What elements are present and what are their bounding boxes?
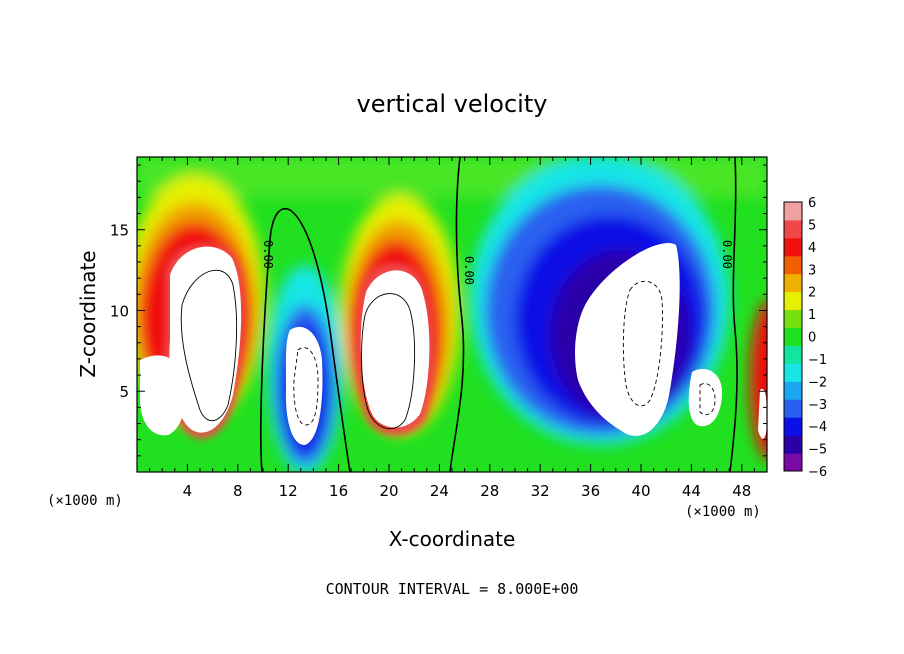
- colorbar-tick-label: 4: [808, 241, 816, 256]
- colorbar-tick-label: 5: [808, 218, 816, 233]
- y-tick-label: 10: [110, 302, 129, 320]
- x-unit-right: (×1000 m): [685, 504, 761, 520]
- colorbar-swatch: [784, 255, 802, 275]
- colorbar-swatch: [784, 219, 802, 239]
- x-tick-label: 48: [732, 482, 751, 500]
- colorbar-tick-label: 6: [808, 196, 816, 211]
- colorbar-swatch: [784, 399, 802, 418]
- heatmap-field: 0.00 0.00 0.00: [137, 157, 767, 472]
- y-axis-label: Z-coordinate: [76, 250, 100, 377]
- colorbar-swatch: [784, 202, 802, 221]
- chart-title: vertical velocity: [357, 90, 548, 118]
- colorbar-tick-label: 1: [808, 308, 816, 323]
- x-unit-left: (×1000 m): [47, 493, 123, 509]
- colorbar-tick-label: 2: [808, 286, 816, 301]
- contour-label-2: 0.00: [462, 256, 476, 285]
- x-tick-label: 4: [183, 482, 193, 500]
- colorbar-tick-label: −6: [808, 465, 827, 480]
- contour-interval-note: CONTOUR INTERVAL = 8.000E+00: [326, 580, 579, 598]
- x-axis-label: X-coordinate: [389, 527, 516, 551]
- colorbar-swatch: [784, 327, 802, 346]
- dashed-contours: [293, 280, 716, 426]
- colorbar-swatch: [784, 363, 802, 382]
- colorbar-swatch: [784, 291, 802, 311]
- y-tick-label: 5: [119, 383, 129, 401]
- x-tick-label: 20: [379, 482, 398, 500]
- x-tick-label: 44: [682, 482, 701, 500]
- x-tick-label: 12: [279, 482, 298, 500]
- colorbar-swatch: [784, 417, 802, 436]
- colorbar-swatch: [784, 237, 802, 257]
- colorbar-tick-label: −5: [808, 443, 827, 458]
- x-tick-label: 24: [430, 482, 449, 500]
- contour-label-3: 0.00: [720, 240, 734, 269]
- thin-contours: [180, 269, 416, 430]
- colorbar-swatch: [784, 381, 802, 400]
- colorbar-tick-label: −4: [808, 420, 827, 435]
- x-tick-label: 40: [631, 482, 650, 500]
- x-tick-label: 16: [329, 482, 348, 500]
- colorbar-tick-label: 3: [808, 263, 816, 278]
- x-axis: 4 8 12 16 20 24 28 32 36 40 44 48: [149, 157, 755, 500]
- colorbar-swatch: [784, 345, 802, 364]
- updraft-core-1: [169, 246, 242, 433]
- colorbar: 6 5 4 3 2 1 0 −1 −2 −3 −4 −5 −6: [783, 196, 827, 480]
- colorbar-swatch: [784, 273, 802, 293]
- colorbar-frame: [783, 201, 803, 472]
- x-tick-label: 8: [233, 482, 243, 500]
- colorbar-tick-label: −3: [808, 398, 827, 413]
- contour-label-1: 0.00: [261, 240, 275, 269]
- colorbar-swatch: [784, 453, 802, 472]
- downdraft-core-1: [285, 326, 323, 446]
- zero-contours: [260, 157, 738, 472]
- colorbar-tick-label: −2: [808, 375, 827, 390]
- colorbar-swatch: [784, 309, 802, 329]
- colorbar-tick-label: 0: [808, 331, 816, 346]
- y-axis: 5 10 15: [110, 164, 767, 457]
- colorbar-swatch: [784, 435, 802, 454]
- x-tick-label: 36: [581, 482, 600, 500]
- downdraft-core-2: [575, 243, 680, 436]
- x-tick-label: 32: [531, 482, 550, 500]
- x-tick-label: 28: [480, 482, 499, 500]
- colorbar-tick-label: −1: [808, 353, 827, 368]
- y-tick-label: 15: [110, 222, 129, 240]
